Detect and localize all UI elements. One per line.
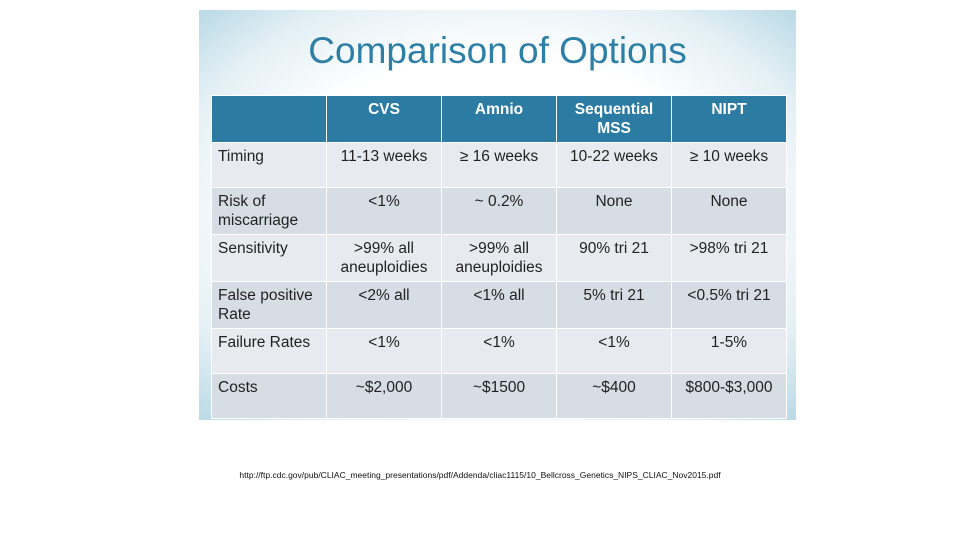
table-cell: ~$400	[556, 373, 672, 419]
table-cell: 90% tri 21	[556, 234, 672, 282]
table-row: Timing 11-13 weeks ≥ 16 weeks 10-22 weeks ≥ …	[211, 142, 787, 188]
table-cell: $800-$3,000	[671, 373, 787, 419]
table-cell: ≥ 10 weeks	[671, 142, 787, 188]
table-cell: <1%	[441, 328, 557, 374]
header-cell: NIPT	[671, 95, 787, 143]
row-label: Timing	[211, 142, 327, 188]
table-cell: ≥ 16 weeks	[441, 142, 557, 188]
table-cell: 5% tri 21	[556, 281, 672, 329]
table-cell: <1%	[326, 328, 442, 374]
table-cell: 1-5%	[671, 328, 787, 374]
row-label: Failure Rates	[211, 328, 327, 374]
table-cell: None	[671, 187, 787, 235]
table-row: Failure Rates <1% <1% <1% 1-5%	[211, 328, 787, 374]
source-link: http://ftp.cdc.gov/pub/CLIAC_meeting_pre…	[239, 470, 721, 480]
header-cell: CVS	[326, 95, 442, 143]
table-row: Risk of miscarriage <1% ~ 0.2% None None	[211, 187, 787, 235]
table-cell: <2% all	[326, 281, 442, 329]
table-cell: <1%	[556, 328, 672, 374]
table-cell: >99% all aneuploidies	[326, 234, 442, 282]
table-row: Sensitivity >99% all aneuploidies >99% all…	[211, 234, 787, 282]
table-cell: None	[556, 187, 672, 235]
table-cell: ~ 0.2%	[441, 187, 557, 235]
table-cell: >98% tri 21	[671, 234, 787, 282]
table-cell: >99% all aneuploidies	[441, 234, 557, 282]
header-cell: Amnio	[441, 95, 557, 143]
header-cell: Sequential MSS	[556, 95, 672, 143]
slide: Comparison of Options CVS Amnio Sequential…	[199, 10, 796, 420]
row-label: Sensitivity	[211, 234, 327, 282]
slide-title: Comparison of Options	[308, 30, 687, 71]
row-label: False positive Rate	[211, 281, 327, 329]
table-cell: 10-22 weeks	[556, 142, 672, 188]
table-row: Costs ~$2,000 ~$1500 ~$400 $800-$3,000	[211, 373, 787, 419]
header-row: CVS Amnio Sequential MSS NIPT	[211, 95, 787, 143]
table-row: False positive Rate <2% all <1% all 5% tri …	[211, 281, 787, 329]
comparison-table: CVS Amnio Sequential MSS NIPT Timing 11-13 we…	[211, 95, 787, 419]
table-cell: 11-13 weeks	[326, 142, 442, 188]
table-cell: <1% all	[441, 281, 557, 329]
table-cell: ~$2,000	[326, 373, 442, 419]
table-cell: <1%	[326, 187, 442, 235]
table-cell: ~$1500	[441, 373, 557, 419]
table-cell: <0.5% tri 21	[671, 281, 787, 329]
row-label: Risk of miscarriage	[211, 187, 327, 235]
row-label: Costs	[211, 373, 327, 419]
header-cell	[211, 95, 327, 143]
